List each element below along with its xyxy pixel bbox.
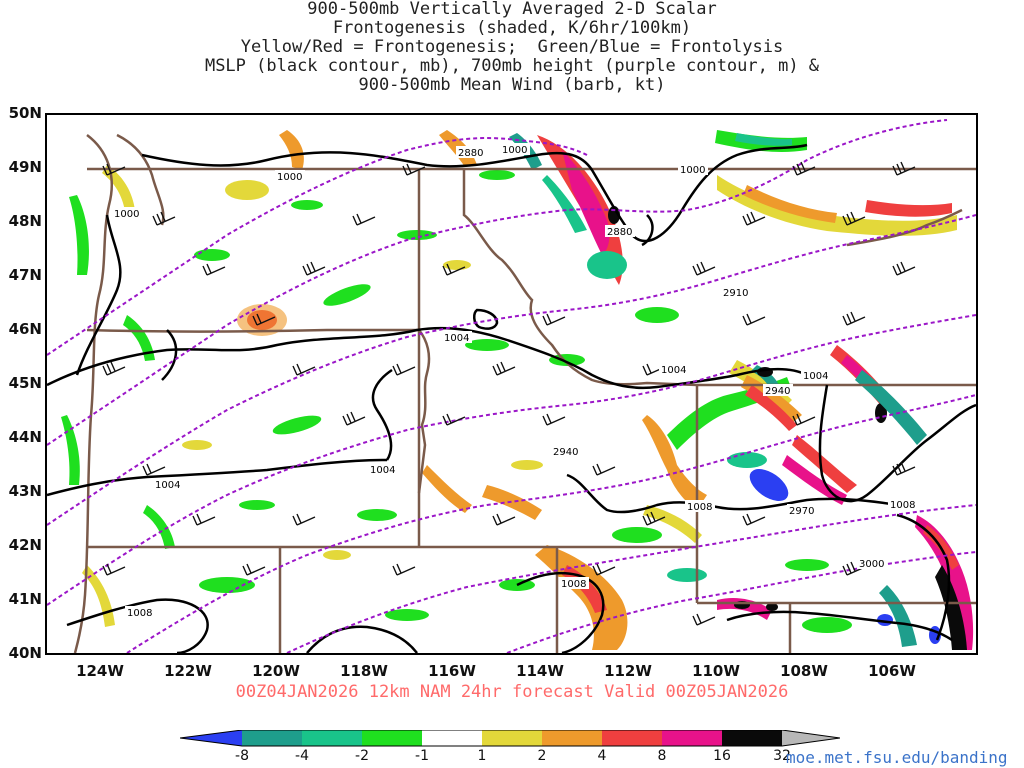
- colorbar-swatch: [302, 730, 362, 746]
- lon-label-118w: 118W: [340, 662, 388, 680]
- map-canvas: 1000 1000 1000 1000 1004 1004 1004 1004 …: [47, 119, 976, 653]
- lat-label-46n: 46N: [8, 320, 42, 338]
- height-label: 2880: [607, 227, 632, 238]
- colorbar-label: 16: [713, 748, 731, 764]
- colorbar-swatch: [602, 730, 662, 746]
- title-line-5: 900-500mb Mean Wind (barb, kt): [358, 75, 666, 95]
- colorbar-label: 8: [657, 748, 667, 764]
- colorbar-swatch: [662, 730, 722, 746]
- lat-label-42n: 42N: [8, 536, 42, 554]
- height-label: 2970: [789, 506, 814, 517]
- height-label: 3000: [859, 559, 884, 570]
- colorbar-swatch: [180, 730, 242, 746]
- lon-label-122w: 122W: [164, 662, 212, 680]
- lon-label-120w: 120W: [252, 662, 300, 680]
- lat-label-48n: 48N: [8, 212, 42, 230]
- colorbar-swatch: [482, 730, 542, 746]
- lat-label-47n: 47N: [8, 266, 42, 284]
- source-url: moe.met.fsu.edu/banding: [786, 748, 1008, 767]
- colorbar-label: -1: [415, 748, 429, 764]
- lon-label-124w: 124W: [76, 662, 124, 680]
- state-borders: [73, 133, 976, 653]
- lon-label-108w: 108W: [780, 662, 828, 680]
- lon-label-112w: 112W: [604, 662, 652, 680]
- height-contours: [47, 119, 976, 653]
- mslp-contours: [47, 143, 976, 653]
- lat-label-50n: 50N: [8, 104, 42, 122]
- mslp-label: 1000: [502, 145, 527, 156]
- title-line-4: MSLP (black contour, mb), 700mb height (…: [204, 56, 820, 76]
- mslp-label: 1008: [561, 579, 586, 590]
- colorbar-swatch: [782, 730, 840, 746]
- lat-label-44n: 44N: [8, 428, 42, 446]
- mslp-label: 1000: [680, 165, 705, 176]
- mslp-label: 1008: [127, 608, 152, 619]
- lon-label-110w: 110W: [692, 662, 740, 680]
- mslp-label: 1008: [890, 500, 915, 511]
- mslp-label: 1004: [370, 465, 395, 476]
- valid-time: 00Z04JAN2026 12km NAM 24hr forecast Vali…: [235, 682, 789, 702]
- mslp-label: 1004: [444, 333, 469, 344]
- lon-label-116w: 116W: [428, 662, 476, 680]
- colorbar-label: -4: [295, 748, 309, 764]
- lat-label-40n: 40N: [8, 644, 42, 662]
- lat-label-41n: 41N: [8, 590, 42, 608]
- colorbar: [180, 730, 840, 747]
- height-label: 2940: [553, 447, 578, 458]
- mslp-label: 1004: [803, 371, 828, 382]
- lon-label-106w: 106W: [868, 662, 916, 680]
- lat-label-49n: 49N: [8, 158, 42, 176]
- colorbar-swatch: [242, 730, 302, 746]
- height-label: 2880: [458, 148, 483, 159]
- lat-label-43n: 43N: [8, 482, 42, 500]
- height-label: 2940: [765, 386, 790, 397]
- colorbar-label: 2: [537, 748, 547, 764]
- mslp-label: 1004: [155, 480, 180, 491]
- title-line-1: 900-500mb Vertically Averaged 2-D Scalar: [307, 0, 717, 19]
- title-line-3: Yellow/Red = Frontogenesis; Green/Blue =…: [240, 37, 784, 57]
- colorbar-label: 4: [597, 748, 607, 764]
- colorbar-label: 1: [477, 748, 487, 764]
- mslp-label: 1000: [114, 209, 139, 220]
- map-panel: 1000 1000 1000 1000 1004 1004 1004 1004 …: [45, 113, 978, 655]
- colorbar-swatch: [362, 730, 422, 746]
- lat-label-45n: 45N: [8, 374, 42, 392]
- colorbar-label: -8: [235, 748, 249, 764]
- mslp-label: 1000: [277, 172, 302, 183]
- colorbar-swatch: [542, 730, 602, 746]
- mslp-label: 1008: [687, 502, 712, 513]
- colorbar-swatch: [422, 730, 482, 746]
- height-label: 2910: [723, 288, 748, 299]
- contour-labels: 1000 1000 1000 1000 1004 1004 1004 1004 …: [112, 143, 918, 619]
- wind-barbs: [102, 161, 916, 626]
- colorbar-label: 32: [773, 748, 791, 764]
- title-line-2: Frontogenesis (shaded, K/6hr/100km): [332, 18, 692, 38]
- colorbar-swatch: [722, 730, 782, 746]
- lon-label-114w: 114W: [516, 662, 564, 680]
- colorbar-label: -2: [355, 748, 369, 764]
- mslp-label: 1004: [661, 365, 686, 376]
- chart-title: 900-500mb Vertically Averaged 2-D Scalar…: [0, 0, 1024, 95]
